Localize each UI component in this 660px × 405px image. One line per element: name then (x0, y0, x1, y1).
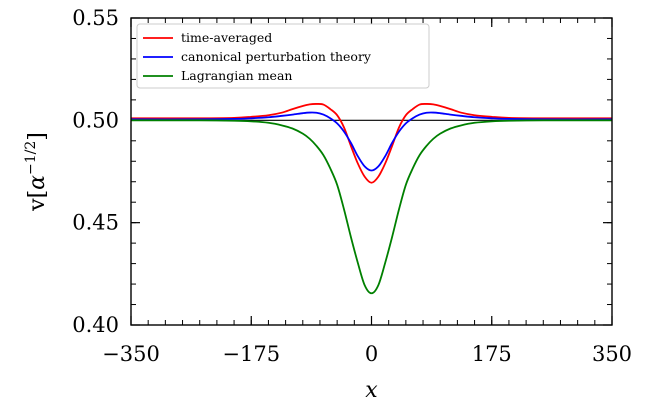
x-axis-label: x (365, 378, 378, 403)
svg-text:v[α−1/2]: v[α−1/2] (23, 132, 50, 212)
y-label-exponent: −1/2 (23, 141, 39, 175)
legend: time-averaged canonical perturbation theo… (136, 23, 430, 89)
series-line-time-averaged (130, 103, 613, 184)
y-tick-label: 0.50 (72, 108, 119, 132)
series-layer (130, 103, 613, 295)
legend-label: canonical perturbation theory (181, 49, 372, 64)
tick-labels: −350 −175 0 175 350 0.40 0.45 0.50 0.55 (72, 6, 632, 366)
y-tick-label: 0.45 (72, 211, 119, 235)
y-axis-label: v[α−1/2] (23, 132, 50, 212)
legend-entries: time-averaged canonical perturbation theo… (143, 30, 372, 83)
y-tick-label: 0.55 (72, 6, 119, 30)
series-line-lagrangian-mean (130, 119, 613, 295)
legend-entry: time-averaged (143, 30, 272, 45)
x-tick-label: −350 (102, 342, 160, 366)
y-tick-label: 0.40 (72, 313, 119, 337)
legend-label: time-averaged (181, 30, 272, 45)
plot-frame (130, 17, 613, 326)
x-tick-label: −175 (222, 342, 280, 366)
legend-label: Lagrangian mean (181, 68, 292, 83)
x-tick-label: 175 (472, 342, 512, 366)
y-label-suffix: ] (25, 132, 50, 141)
legend-entry: Lagrangian mean (143, 68, 292, 83)
x-tick-label: 350 (592, 342, 632, 366)
legend-entry: canonical perturbation theory (143, 49, 372, 64)
y-label-prefix: v[ (25, 190, 50, 212)
y-label-base: α (25, 175, 50, 190)
series-line-canonical-perturbation-theory (130, 111, 613, 172)
x-tick-label: 0 (365, 342, 378, 366)
legend-box (136, 23, 430, 89)
